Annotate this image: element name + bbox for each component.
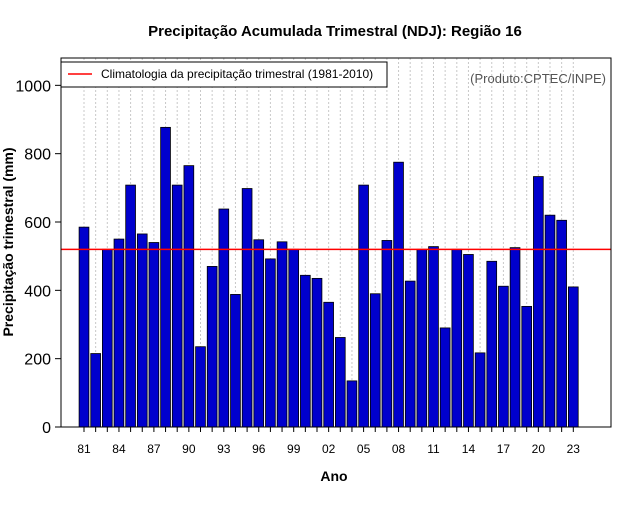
x-tick-label-96: 96 (252, 442, 266, 456)
bar-14 (463, 254, 474, 428)
plot-frame (60, 57, 612, 428)
x-axis: 81 84 87 90 93 96 99 02 05 08 11 14 17 20 23 (77, 427, 580, 456)
chart-title: Precipitação Acumulada Trimestral (NDJ):… (148, 23, 522, 40)
bar-16 (486, 260, 498, 428)
bar-99 (288, 248, 299, 428)
legend: Climatologia da precipitação trimestral … (60, 61, 388, 88)
bar-12 (439, 327, 451, 428)
bar-05 (358, 184, 369, 428)
bar-92 (206, 266, 218, 428)
bars-group (78, 126, 579, 428)
x-tick-label-90: 90 (182, 442, 196, 456)
bar-90 (183, 165, 195, 428)
x-tick-label-93: 93 (217, 442, 231, 456)
y-axis: 0 200 400 600 800 1000 (15, 78, 61, 437)
bar-02 (323, 301, 334, 428)
source-note: (Produto:CPTEC/INPE) (470, 71, 606, 86)
x-tick-label-11: 11 (427, 442, 440, 456)
bar-13 (451, 248, 463, 428)
bar-10 (416, 248, 428, 428)
x-tick-label-23: 23 (567, 442, 581, 456)
bar-82 (90, 353, 101, 428)
bar-89 (171, 184, 183, 428)
bar-23 (568, 286, 579, 428)
bar-03 (334, 337, 346, 428)
x-tick-label-05: 05 (357, 442, 371, 456)
bar-20 (533, 176, 544, 428)
bar-84 (113, 238, 125, 428)
y-tick-label-1000: 1000 (15, 78, 51, 95)
bar-11 (428, 246, 439, 428)
bar-19 (521, 305, 532, 428)
bar-93 (218, 208, 230, 428)
x-tick-label-17: 17 (497, 442, 511, 456)
x-tick-label-20: 20 (532, 442, 546, 456)
bar-97 (265, 258, 276, 428)
bar-91 (195, 346, 206, 428)
x-axis-label: Ano (320, 468, 347, 484)
x-tick-label-81: 81 (77, 442, 91, 456)
bar-21 (544, 214, 556, 428)
legend-label: Climatologia da precipitação trimestral … (101, 67, 373, 81)
y-tick-label-800: 800 (24, 147, 51, 164)
bar-85 (125, 184, 136, 428)
bar-08 (393, 161, 404, 428)
bar-17 (498, 285, 509, 428)
bar-94 (230, 294, 241, 428)
bar-87 (148, 242, 160, 428)
y-tick-label-600: 600 (24, 215, 51, 232)
bar-98 (276, 241, 288, 428)
y-tick-label-200: 200 (24, 352, 51, 369)
bar-09 (404, 280, 416, 428)
y-tick-label-0: 0 (42, 420, 51, 437)
legend-box (60, 61, 388, 88)
bar-83 (102, 248, 113, 428)
x-tick-label-14: 14 (462, 442, 476, 456)
x-tick-label-84: 84 (112, 442, 126, 456)
bar-01 (311, 277, 323, 428)
bar-22 (556, 219, 567, 428)
bar-06 (369, 293, 381, 428)
y-axis-label: Precipitação trimestral (mm) (0, 147, 16, 336)
bar-88 (160, 126, 171, 428)
bar-18 (509, 247, 521, 428)
bar-04 (346, 380, 358, 428)
bar-07 (381, 240, 393, 428)
x-tick-label-87: 87 (147, 442, 161, 456)
bar-95 (241, 188, 253, 428)
x-tick-label-02: 02 (322, 442, 336, 456)
bar-86 (136, 233, 148, 428)
bar-96 (253, 239, 265, 428)
bar-81 (78, 226, 90, 428)
y-tick-label-400: 400 (24, 283, 51, 300)
bar-00 (300, 274, 311, 428)
bar-15 (474, 352, 486, 428)
x-tick-label-99: 99 (287, 442, 301, 456)
x-tick-label-08: 08 (392, 442, 406, 456)
